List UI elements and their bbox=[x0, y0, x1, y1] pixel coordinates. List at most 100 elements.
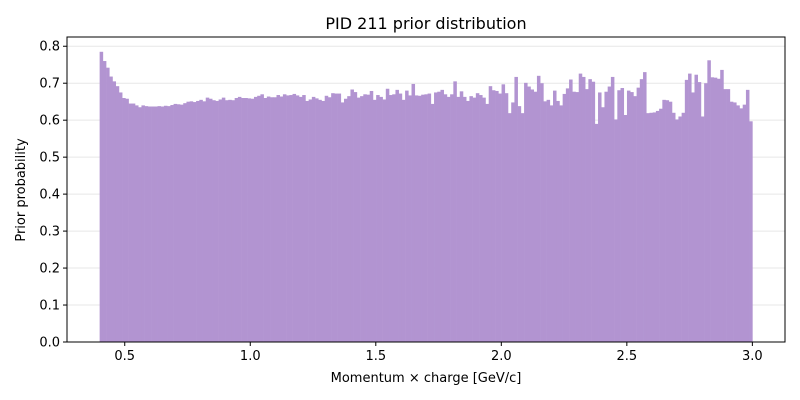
y-tick-label: 0.2 bbox=[39, 262, 60, 277]
histogram-bar bbox=[662, 99, 666, 343]
histogram-bar bbox=[569, 79, 573, 343]
x-tick-label: 1.5 bbox=[365, 349, 386, 364]
histogram-bar bbox=[630, 92, 634, 343]
histogram-bar bbox=[385, 88, 390, 343]
histogram-bar bbox=[710, 77, 715, 342]
histogram-bar bbox=[581, 76, 586, 342]
histogram-bar bbox=[321, 100, 326, 342]
histogram-bar bbox=[324, 95, 329, 342]
histogram-bar bbox=[305, 100, 309, 342]
histogram-bar bbox=[488, 86, 493, 342]
y-tick-label: 0.5 bbox=[39, 151, 60, 166]
histogram-bar bbox=[389, 95, 393, 343]
histogram-bar bbox=[350, 89, 354, 342]
histogram-bar bbox=[215, 100, 219, 342]
histogram-bar bbox=[340, 102, 345, 342]
histogram-bar bbox=[292, 93, 297, 342]
histogram-bar bbox=[475, 93, 480, 342]
histogram-bar bbox=[260, 94, 264, 342]
histogram-bar bbox=[118, 92, 123, 342]
histogram-bar bbox=[112, 81, 117, 342]
histogram-bar bbox=[578, 73, 583, 342]
histogram-bar bbox=[141, 105, 145, 342]
histogram-bar bbox=[665, 100, 670, 342]
histogram-bar bbox=[546, 99, 551, 343]
histogram-bar bbox=[395, 89, 399, 342]
histogram-bar bbox=[424, 94, 428, 342]
x-tick-label: 1.0 bbox=[240, 349, 261, 364]
histogram-bar bbox=[633, 96, 637, 342]
histogram-bar bbox=[636, 87, 641, 342]
histogram-bar bbox=[594, 123, 599, 342]
histogram-bar bbox=[549, 105, 554, 342]
histogram-bar bbox=[315, 98, 319, 343]
histogram-bar bbox=[311, 96, 316, 343]
x-tick-label: 2.0 bbox=[491, 349, 512, 364]
histogram-bar bbox=[623, 115, 628, 342]
histogram-bar bbox=[681, 112, 686, 343]
histogram-bar bbox=[462, 96, 467, 343]
histogram-bar bbox=[334, 93, 338, 343]
histogram-bar bbox=[694, 74, 699, 342]
histogram-bar bbox=[646, 113, 650, 342]
x-tick-label: 3.0 bbox=[742, 349, 763, 364]
histogram-bar bbox=[736, 105, 740, 342]
histogram-bar bbox=[610, 76, 615, 342]
histogram-bar bbox=[553, 90, 557, 342]
histogram-bar bbox=[716, 78, 721, 342]
histogram-bar bbox=[167, 106, 171, 342]
histogram-bar bbox=[620, 88, 625, 342]
y-axis: 0.0 0.1 0.2 0.3 0.4 0.5 0.6 0.7 0.8 bbox=[39, 40, 67, 351]
histogram-bar bbox=[520, 113, 525, 342]
histogram-bar bbox=[147, 106, 152, 343]
histogram-bar bbox=[434, 92, 438, 342]
histogram-bar bbox=[684, 79, 689, 342]
histogram-bar bbox=[469, 96, 473, 342]
histogram-bar bbox=[745, 89, 750, 342]
histogram-bar bbox=[102, 61, 107, 342]
histogram-bar bbox=[401, 99, 406, 343]
x-tick-label: 2.5 bbox=[616, 349, 637, 364]
histogram-bar bbox=[688, 73, 692, 342]
histogram-bar bbox=[511, 102, 515, 342]
histogram-bar bbox=[639, 79, 644, 343]
histogram-bar bbox=[180, 104, 184, 343]
histogram-bar bbox=[125, 98, 129, 342]
histogram-bar bbox=[517, 106, 522, 342]
histogram-bar bbox=[443, 94, 448, 342]
histogram-bar bbox=[704, 83, 708, 342]
histogram-bar bbox=[154, 106, 158, 343]
histogram-bar bbox=[453, 81, 457, 342]
histogram-bar bbox=[270, 97, 274, 342]
histogram-bar bbox=[160, 106, 165, 343]
histogram-bar bbox=[331, 93, 335, 342]
histogram-bar bbox=[266, 96, 271, 342]
histogram-bar bbox=[276, 95, 280, 343]
histogram-bar bbox=[257, 95, 261, 342]
histogram-bar bbox=[212, 100, 216, 342]
histogram-bar bbox=[138, 107, 142, 342]
histogram-bar bbox=[626, 90, 631, 342]
histogram-bar bbox=[678, 116, 682, 342]
histogram-bar bbox=[543, 101, 547, 342]
histogram-bar bbox=[295, 95, 300, 342]
histogram-bar bbox=[446, 96, 451, 343]
histogram-bar bbox=[253, 96, 258, 343]
histogram-bar bbox=[614, 119, 618, 343]
bars-layer bbox=[99, 51, 753, 343]
histogram-bar bbox=[588, 79, 592, 343]
histogram-bar bbox=[135, 105, 139, 342]
histogram-bar bbox=[491, 90, 496, 343]
y-tick-label: 0.6 bbox=[39, 114, 60, 129]
histogram-bar bbox=[163, 105, 168, 342]
histogram-bar bbox=[707, 60, 711, 343]
histogram-bar bbox=[556, 100, 560, 342]
histogram-bar bbox=[221, 97, 226, 342]
histogram-bar bbox=[356, 97, 361, 342]
histogram-bar bbox=[655, 110, 660, 342]
histogram-bar bbox=[286, 95, 290, 342]
histogram-bar bbox=[456, 96, 461, 343]
histogram-bar bbox=[466, 100, 470, 342]
histogram-bar bbox=[591, 81, 596, 342]
histogram-bar bbox=[726, 89, 731, 342]
